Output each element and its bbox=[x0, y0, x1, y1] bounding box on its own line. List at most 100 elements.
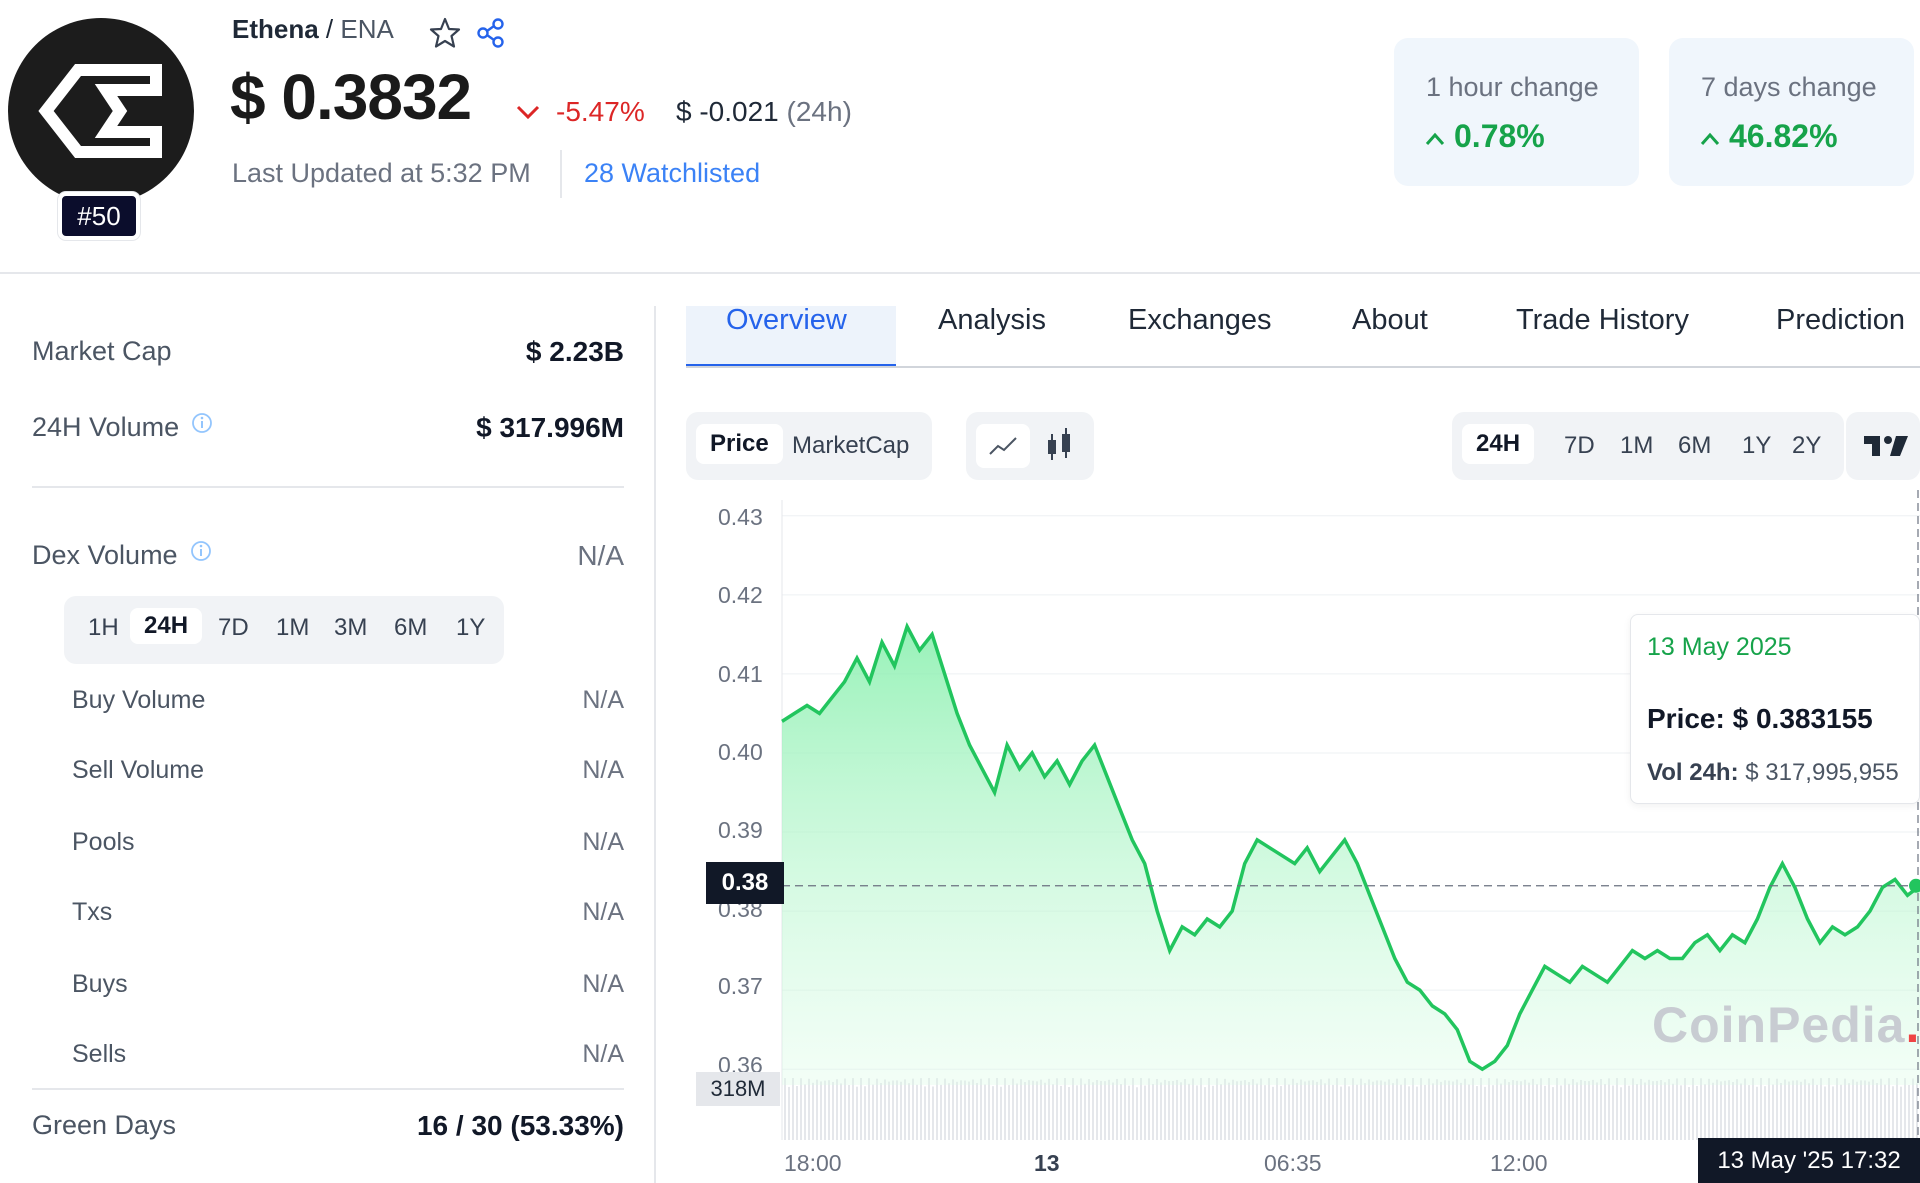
volume-bar bbox=[1252, 1079, 1254, 1140]
row-value: N/A bbox=[582, 970, 624, 998]
watchlisted-link[interactable]: 28 Watchlisted bbox=[584, 158, 761, 188]
period-1y[interactable]: 1Y bbox=[456, 614, 486, 641]
volume-bar bbox=[1752, 1078, 1754, 1140]
volume-bar bbox=[1612, 1085, 1614, 1140]
range-2y[interactable]: 2Y bbox=[1792, 432, 1822, 459]
volume-bar bbox=[1568, 1083, 1570, 1140]
volume-bar bbox=[1760, 1078, 1762, 1140]
period-1h[interactable]: 1H bbox=[88, 614, 119, 641]
period-7d[interactable]: 7D bbox=[218, 614, 249, 641]
volume-bar bbox=[896, 1080, 898, 1140]
volume-bar bbox=[868, 1078, 870, 1140]
volume-bar bbox=[1208, 1078, 1210, 1140]
volume-bar bbox=[832, 1081, 834, 1140]
volume-bar bbox=[1772, 1084, 1774, 1140]
column-divider bbox=[654, 306, 656, 1183]
volume-bar bbox=[1636, 1084, 1638, 1140]
volume-bar bbox=[1584, 1080, 1586, 1140]
candlestick-button[interactable] bbox=[1042, 426, 1078, 473]
volume-bar bbox=[1820, 1078, 1822, 1140]
green-days-row: Green Days 16 / 30 (53.33%) bbox=[32, 1110, 624, 1150]
line-chart-button[interactable] bbox=[976, 424, 1030, 468]
tooltip-date: 13 May 2025 bbox=[1647, 633, 1792, 661]
change-24h-value: $ -0.021 bbox=[676, 96, 779, 127]
volume-bar bbox=[860, 1078, 862, 1140]
volume-bar bbox=[812, 1082, 814, 1140]
period-24h[interactable]: 24H bbox=[130, 608, 203, 644]
info-icon[interactable] bbox=[191, 412, 213, 434]
volume-bar bbox=[1328, 1078, 1330, 1140]
volume-bar bbox=[1600, 1078, 1602, 1140]
volume-bar bbox=[1792, 1080, 1794, 1140]
watermark-dot: . bbox=[1905, 997, 1920, 1053]
volume-bar bbox=[924, 1086, 926, 1140]
volume-bar bbox=[1564, 1078, 1566, 1140]
share-icon[interactable] bbox=[474, 16, 508, 50]
volume-bar bbox=[1056, 1078, 1058, 1140]
tooltip-price: Price: $ 0.383155 bbox=[1647, 703, 1873, 735]
volume-bar bbox=[1448, 1080, 1450, 1140]
range-7d[interactable]: 7D bbox=[1564, 432, 1595, 459]
volume-bar bbox=[1180, 1082, 1182, 1140]
volume-bar bbox=[1128, 1085, 1130, 1140]
volume-bar bbox=[1804, 1079, 1806, 1140]
tab-exchanges[interactable]: Exchanges bbox=[1128, 304, 1272, 336]
volume-bar bbox=[1292, 1078, 1294, 1140]
range-24h[interactable]: 24H bbox=[1462, 424, 1535, 464]
volume-bar bbox=[1596, 1082, 1598, 1140]
volume-bar bbox=[1912, 1078, 1914, 1140]
price-chart[interactable] bbox=[686, 490, 1920, 1183]
volume-bar bbox=[1156, 1078, 1158, 1140]
volume-bar bbox=[796, 1085, 798, 1140]
rank-badge: #50 bbox=[58, 192, 140, 240]
candlestick-icon bbox=[1048, 428, 1070, 460]
volume-bar bbox=[1036, 1081, 1038, 1140]
volume-bar bbox=[872, 1084, 874, 1140]
tab-overview[interactable]: Overview bbox=[726, 304, 847, 336]
range-6m[interactable]: 6M bbox=[1678, 432, 1712, 459]
volume-bar bbox=[1672, 1083, 1674, 1140]
tab-analysis[interactable]: Analysis bbox=[938, 304, 1046, 336]
volume-bar bbox=[1404, 1078, 1406, 1140]
volume-bar bbox=[884, 1079, 886, 1140]
tab-about[interactable]: About bbox=[1352, 304, 1428, 336]
volume-bar bbox=[1904, 1078, 1906, 1140]
stat-value: N/A bbox=[577, 540, 624, 571]
volume-bar bbox=[1488, 1078, 1490, 1140]
info-icon[interactable] bbox=[190, 540, 212, 562]
tab-trade-history[interactable]: Trade History bbox=[1516, 304, 1689, 336]
period-6m[interactable]: 6M bbox=[394, 614, 428, 641]
volume-bar bbox=[1392, 1083, 1394, 1140]
tradingview-button[interactable] bbox=[1846, 412, 1920, 480]
volume-bar bbox=[1360, 1078, 1362, 1140]
marketcap-toggle[interactable]: MarketCap bbox=[792, 432, 910, 459]
current-price-axis-tag: 0.38 bbox=[706, 862, 784, 904]
volume-bar bbox=[1264, 1085, 1266, 1140]
tooltip-volume-value: $ 317,995,955 bbox=[1745, 759, 1899, 786]
tab-prediction[interactable]: Prediction bbox=[1776, 304, 1905, 336]
volume-bar bbox=[1256, 1083, 1258, 1140]
volume-bar bbox=[1172, 1080, 1174, 1140]
period-1m[interactable]: 1M bbox=[276, 614, 310, 641]
volume-bar bbox=[1800, 1081, 1802, 1140]
volume-bar bbox=[1700, 1078, 1702, 1140]
range-1y[interactable]: 1Y bbox=[1742, 432, 1772, 459]
volume-bar bbox=[1192, 1078, 1194, 1140]
star-icon[interactable] bbox=[428, 16, 462, 50]
volume-bar bbox=[1456, 1079, 1458, 1140]
volume-bar bbox=[1560, 1085, 1562, 1140]
row-value: N/A bbox=[582, 1040, 624, 1068]
row-label: Txs bbox=[72, 898, 113, 926]
volume-bar bbox=[1304, 1081, 1306, 1140]
volume-bar bbox=[1652, 1081, 1654, 1140]
range-1m[interactable]: 1M bbox=[1620, 432, 1654, 459]
period-3m[interactable]: 3M bbox=[334, 614, 368, 641]
price-toggle[interactable]: Price bbox=[696, 424, 783, 464]
volume-bar bbox=[1688, 1087, 1690, 1140]
volume-bar bbox=[1712, 1082, 1714, 1140]
volume-bar bbox=[1864, 1080, 1866, 1140]
volume-bar bbox=[1680, 1085, 1682, 1140]
volume-bar bbox=[1220, 1084, 1222, 1140]
price-line bbox=[781, 621, 1920, 1072]
volume-bar bbox=[1824, 1086, 1826, 1140]
